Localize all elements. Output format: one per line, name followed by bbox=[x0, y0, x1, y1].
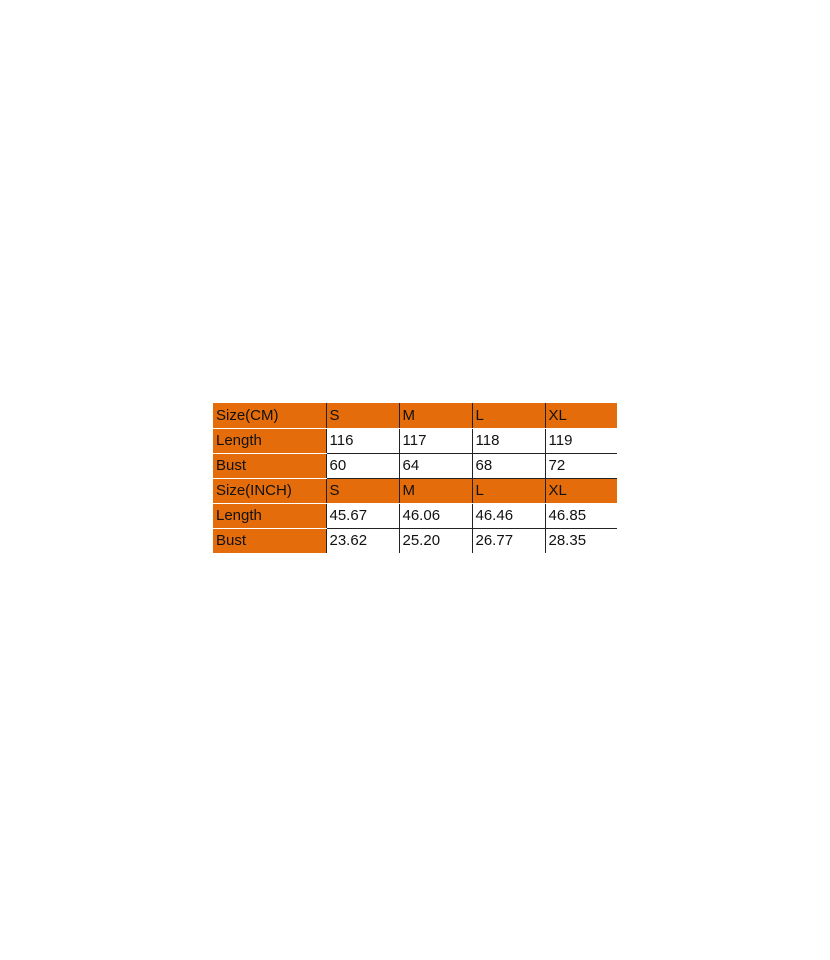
size-header-cell: XL bbox=[544, 403, 617, 429]
measurement-value: 64 bbox=[398, 453, 472, 479]
measurement-value: 60 bbox=[325, 453, 399, 479]
measurement-label: Length bbox=[213, 503, 326, 529]
table-row: Length 45.67 46.06 46.46 46.85 bbox=[213, 503, 617, 529]
measurement-value: 45.67 bbox=[325, 503, 399, 529]
size-header-cell: L bbox=[471, 478, 545, 504]
measurement-value: 25.20 bbox=[398, 528, 472, 553]
measurement-value: 119 bbox=[544, 428, 617, 454]
table-row: Bust 60 64 68 72 bbox=[213, 453, 617, 479]
measurement-value: 26.77 bbox=[471, 528, 545, 553]
size-header-cell: M bbox=[398, 403, 472, 429]
measurement-value: 46.06 bbox=[398, 503, 472, 529]
measurement-value: 23.62 bbox=[325, 528, 399, 553]
measurement-label: Bust bbox=[213, 453, 326, 479]
measurement-value: 117 bbox=[398, 428, 472, 454]
size-header-row: Size(CM) S M L XL bbox=[213, 403, 617, 429]
size-chart-table: Size(CM) S M L XL Length 116 117 118 119 Bust 60 64 6… bbox=[213, 403, 617, 553]
measurement-label: Length bbox=[213, 428, 326, 454]
size-header-cell: S bbox=[325, 403, 399, 429]
size-header-row: Size(INCH) S M L XL bbox=[213, 478, 617, 504]
measurement-value: 46.85 bbox=[544, 503, 617, 529]
unit-header-cell: Size(CM) bbox=[213, 403, 326, 429]
measurement-value: 118 bbox=[471, 428, 545, 454]
size-header-cell: L bbox=[471, 403, 545, 429]
size-header-cell: XL bbox=[544, 478, 617, 504]
measurement-value: 68 bbox=[471, 453, 545, 479]
measurement-label: Bust bbox=[213, 528, 326, 553]
measurement-value: 116 bbox=[325, 428, 399, 454]
table-row: Length 116 117 118 119 bbox=[213, 428, 617, 454]
measurement-value: 72 bbox=[544, 453, 617, 479]
size-header-cell: M bbox=[398, 478, 472, 504]
measurement-value: 46.46 bbox=[471, 503, 545, 529]
measurement-value: 28.35 bbox=[544, 528, 617, 553]
table-row: Bust 23.62 25.20 26.77 28.35 bbox=[213, 528, 617, 553]
unit-header-cell: Size(INCH) bbox=[213, 478, 326, 504]
size-header-cell: S bbox=[325, 478, 399, 504]
